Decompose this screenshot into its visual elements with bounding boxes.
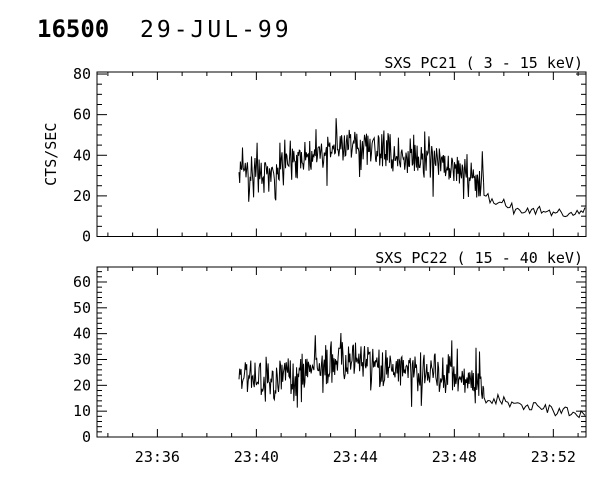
panel-pc22: 0 10 20 30 40 50 60 23:36 23:40 23:44 23:48 23:52 SX… (73, 249, 587, 466)
y-tick-label: 10 (73, 402, 91, 420)
y-tick-label: 60 (73, 106, 91, 124)
lightcurve-high-rate (238, 118, 485, 202)
x-tick-label: 23:52 (531, 448, 576, 466)
y-tick-label: 30 (73, 350, 91, 368)
y-tick-label: 20 (73, 376, 91, 394)
observation-date: 29-JUL-99 (140, 17, 292, 43)
sequence-number: 16500 (37, 15, 109, 43)
y-tick-label: 0 (82, 228, 91, 246)
plot-box (96, 71, 587, 237)
lightcurve-low-rate (483, 182, 586, 218)
y-tick-label: 80 (73, 65, 91, 83)
panel-title: SXS PC22 ( 15 - 40 keV) (375, 249, 583, 267)
lightcurve-low-rate (483, 387, 586, 419)
x-tick-label: 23:44 (333, 448, 378, 466)
axis-ticks (97, 267, 586, 438)
y-tick-label: 60 (73, 273, 91, 291)
axis-ticks (97, 72, 586, 237)
y-tick-label: 50 (73, 299, 91, 317)
panels-group: 0 20 40 60 80 SXS PC21 ( 3 - 15 keV) CTS/SEC 0 1… (42, 54, 587, 466)
panel-title: SXS PC21 ( 3 - 15 keV) (384, 54, 583, 72)
x-tick-label: 23:36 (135, 448, 180, 466)
y-tick-label: 20 (73, 187, 91, 205)
y-axis-label: CTS/SEC (42, 123, 60, 186)
panel-pc21: 0 20 40 60 80 SXS PC21 ( 3 - 15 keV) CTS/SEC (42, 54, 587, 246)
lightcurve-high-rate (238, 332, 485, 408)
y-tick-label: 40 (73, 146, 91, 164)
plot-box (96, 266, 587, 438)
x-tick-label: 23:40 (234, 448, 279, 466)
x-tick-label: 23:48 (432, 448, 477, 466)
y-tick-label: 40 (73, 325, 91, 343)
y-tick-label: 0 (82, 428, 91, 446)
